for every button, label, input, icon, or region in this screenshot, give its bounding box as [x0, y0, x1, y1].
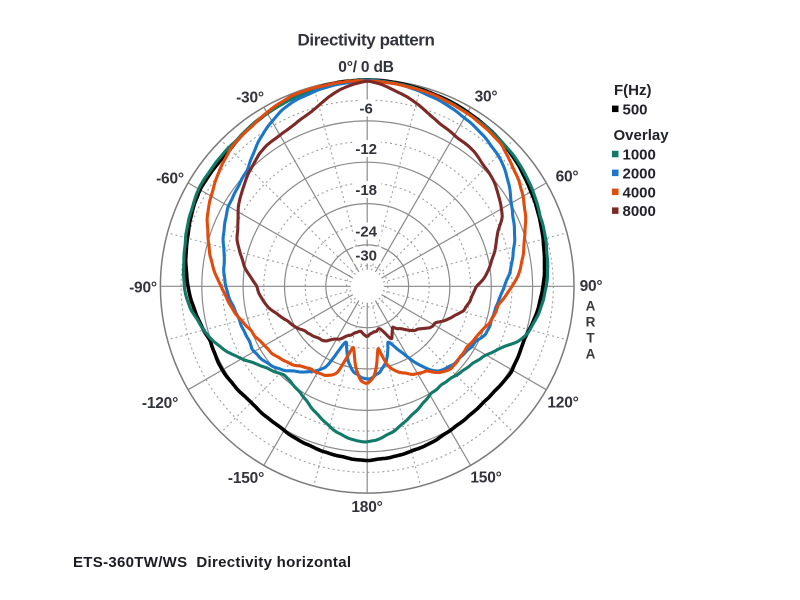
- svg-text:30°: 30°: [475, 88, 498, 105]
- svg-text:120°: 120°: [547, 394, 578, 411]
- svg-text:-30°: -30°: [236, 89, 264, 106]
- svg-text:Directivity pattern: Directivity pattern: [298, 30, 435, 49]
- svg-text:Overlay: Overlay: [614, 127, 670, 144]
- svg-text:4000: 4000: [623, 184, 656, 201]
- svg-text:2000: 2000: [623, 165, 656, 182]
- svg-text:F(Hz): F(Hz): [614, 82, 652, 99]
- svg-text:T: T: [586, 331, 595, 346]
- svg-text:A: A: [586, 299, 596, 314]
- svg-text:8000: 8000: [623, 203, 656, 220]
- svg-text:180°: 180°: [351, 499, 382, 516]
- svg-text:R: R: [586, 315, 596, 330]
- svg-text:-90°: -90°: [129, 279, 157, 296]
- svg-text:1000: 1000: [623, 147, 656, 164]
- svg-text:-6: -6: [360, 100, 373, 117]
- svg-text:ETS-360TW/WS Directivity hori: ETS-360TW/WS Directivity horizontal: [73, 554, 351, 571]
- svg-text:A: A: [586, 347, 596, 362]
- svg-text:-24: -24: [355, 223, 377, 240]
- svg-text:90°: 90°: [580, 278, 603, 295]
- svg-text:150°: 150°: [470, 469, 501, 486]
- svg-text:500: 500: [623, 101, 648, 118]
- svg-text:-120°: -120°: [142, 395, 178, 412]
- svg-text:60°: 60°: [556, 168, 579, 185]
- svg-text:-18: -18: [355, 182, 377, 199]
- svg-text:0°/ 0 dB: 0°/ 0 dB: [338, 59, 393, 76]
- svg-text:-30: -30: [355, 247, 377, 264]
- svg-text:-150°: -150°: [228, 470, 264, 487]
- svg-text:-60°: -60°: [156, 170, 184, 187]
- svg-text:-12: -12: [355, 141, 377, 158]
